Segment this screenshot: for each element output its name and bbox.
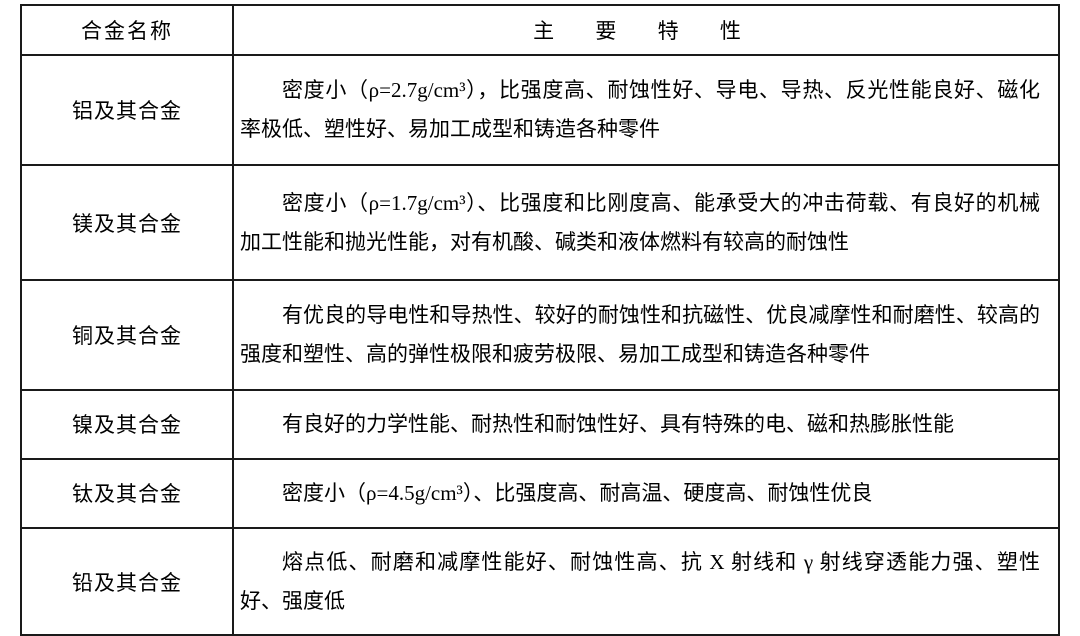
alloy-properties: 有优良的导电性和导热性、较好的耐蚀性和抗磁性、优良减摩性和耐磨性、较高的强度和塑… <box>233 280 1059 390</box>
alloy-properties-text: 熔点低、耐磨和减摩性能好、耐蚀性高、抗 X 射线和 γ 射线穿透能力强、塑性好、… <box>234 529 1058 635</box>
table-row: 镍及其合金 有良好的力学性能、耐热性和耐蚀性好、具有特殊的电、磁和热膨胀性能 <box>21 390 1059 459</box>
alloy-name: 钛及其合金 <box>21 459 233 528</box>
table-header-row: 合金名称 主 要 特 性 <box>21 5 1059 55</box>
alloy-properties: 熔点低、耐磨和减摩性能好、耐蚀性高、抗 X 射线和 γ 射线穿透能力强、塑性好、… <box>233 528 1059 636</box>
alloy-name: 铝及其合金 <box>21 55 233 165</box>
alloy-properties-text: 密度小（ρ=1.7g/cm³）、比强度和比刚度高、能承受大的冲击荷载、有良好的机… <box>234 170 1058 276</box>
alloy-name: 铅及其合金 <box>21 528 233 636</box>
page: 合金名称 主 要 特 性 铝及其合金 密度小（ρ=2.7g/cm³），比强度高、… <box>0 0 1080 606</box>
column-header-name: 合金名称 <box>21 5 233 55</box>
alloy-properties-text: 有优良的导电性和导热性、较好的耐蚀性和抗磁性、优良减摩性和耐磨性、较高的强度和塑… <box>234 282 1058 388</box>
alloy-properties-table: 合金名称 主 要 特 性 铝及其合金 密度小（ρ=2.7g/cm³），比强度高、… <box>20 4 1060 636</box>
table-row: 铝及其合金 密度小（ρ=2.7g/cm³），比强度高、耐蚀性好、导电、导热、反光… <box>21 55 1059 165</box>
table-row: 镁及其合金 密度小（ρ=1.7g/cm³）、比强度和比刚度高、能承受大的冲击荷载… <box>21 165 1059 280</box>
alloy-name: 镁及其合金 <box>21 165 233 280</box>
alloy-properties-text: 有良好的力学性能、耐热性和耐蚀性好、具有特殊的电、磁和热膨胀性能 <box>234 391 1058 458</box>
column-header-properties-label: 主 要 特 性 <box>533 19 759 43</box>
column-header-properties: 主 要 特 性 <box>233 5 1059 55</box>
alloy-properties: 密度小（ρ=1.7g/cm³）、比强度和比刚度高、能承受大的冲击荷载、有良好的机… <box>233 165 1059 280</box>
alloy-properties: 有良好的力学性能、耐热性和耐蚀性好、具有特殊的电、磁和热膨胀性能 <box>233 390 1059 459</box>
alloy-name: 铜及其合金 <box>21 280 233 390</box>
alloy-properties: 密度小（ρ=4.5g/cm³）、比强度高、耐高温、硬度高、耐蚀性优良 <box>233 459 1059 528</box>
table-row: 钛及其合金 密度小（ρ=4.5g/cm³）、比强度高、耐高温、硬度高、耐蚀性优良 <box>21 459 1059 528</box>
alloy-properties-text: 密度小（ρ=4.5g/cm³）、比强度高、耐高温、硬度高、耐蚀性优良 <box>234 460 1058 527</box>
alloy-properties: 密度小（ρ=2.7g/cm³），比强度高、耐蚀性好、导电、导热、反光性能良好、磁… <box>233 55 1059 165</box>
alloy-name: 镍及其合金 <box>21 390 233 459</box>
table-row: 铅及其合金 熔点低、耐磨和减摩性能好、耐蚀性高、抗 X 射线和 γ 射线穿透能力… <box>21 528 1059 636</box>
alloy-properties-text: 密度小（ρ=2.7g/cm³），比强度高、耐蚀性好、导电、导热、反光性能良好、磁… <box>234 57 1058 163</box>
table-row: 铜及其合金 有优良的导电性和导热性、较好的耐蚀性和抗磁性、优良减摩性和耐磨性、较… <box>21 280 1059 390</box>
